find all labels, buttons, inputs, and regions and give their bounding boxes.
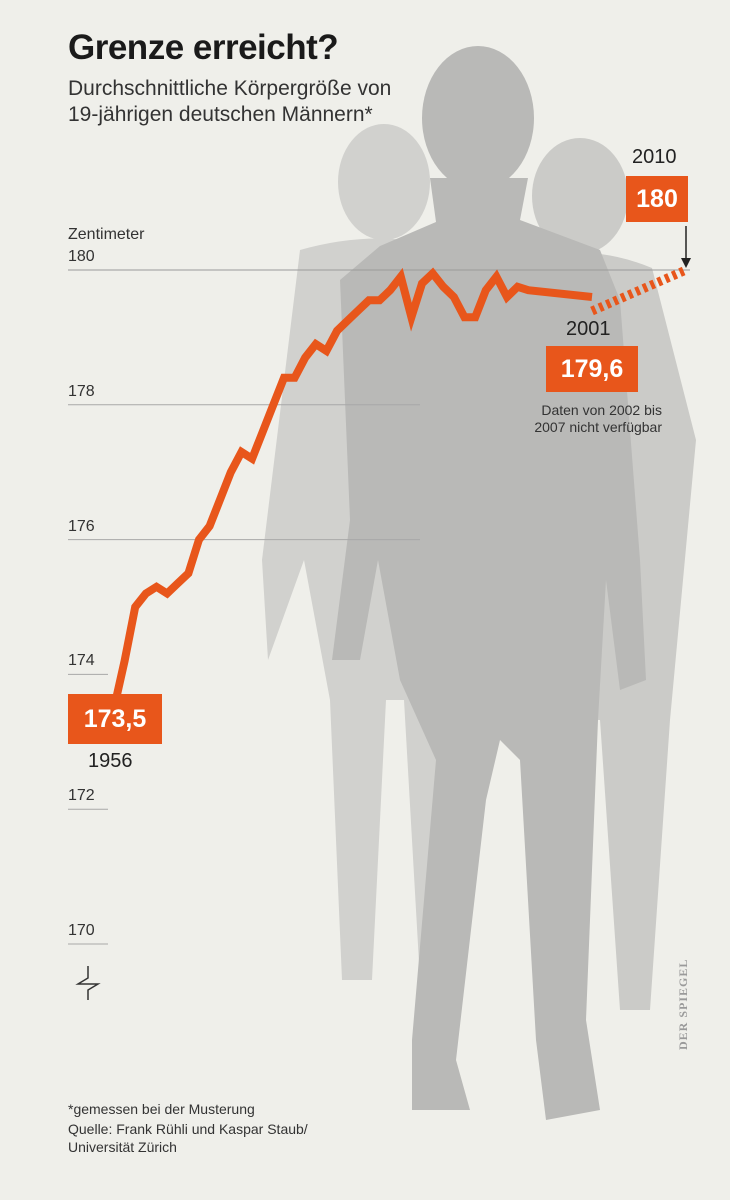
end-arrow-icon — [681, 226, 691, 268]
people-silhouettes — [262, 46, 696, 1120]
height-series-line — [110, 267, 593, 709]
y-tick-label-172: 172 — [68, 787, 95, 805]
chart-subtitle: Durchschnittliche Körpergröße von 19-jäh… — [68, 77, 392, 126]
gap-dashed-line — [590, 265, 688, 316]
y-axis-unit-label: Zentimeter — [68, 226, 145, 243]
publisher-logo: DER SPIEGEL — [676, 958, 690, 1050]
highlight-peak-year: 2001 — [566, 318, 611, 340]
y-tick-label-174: 174 — [68, 652, 95, 670]
y-tick-label-170: 170 — [68, 922, 95, 939]
footnote: *gemessen bei der Musterung — [68, 1101, 255, 1117]
source-note: Quelle: Frank Rühli und Kaspar Staub/ Un… — [68, 1121, 308, 1155]
y-tick-label-180: 180 — [68, 248, 95, 265]
grid-lines — [68, 269, 690, 945]
data-gap-note: Daten von 2002 bis 2007 nicht verfügbar — [534, 402, 662, 435]
highlight-end-year: 2010 — [632, 146, 677, 168]
y-tick-label-178: 178 — [68, 382, 95, 400]
highlight-start-year: 1956 — [88, 750, 133, 772]
highlight-start-value: 173,5 — [68, 694, 162, 744]
chart-title: Grenze erreicht? — [68, 28, 339, 67]
highlight-peak-value: 179,6 — [546, 346, 638, 392]
highlight-end-value: 180 — [626, 176, 688, 222]
axis-break-icon — [75, 966, 101, 1000]
y-tick-label-176: 176 — [68, 517, 95, 535]
